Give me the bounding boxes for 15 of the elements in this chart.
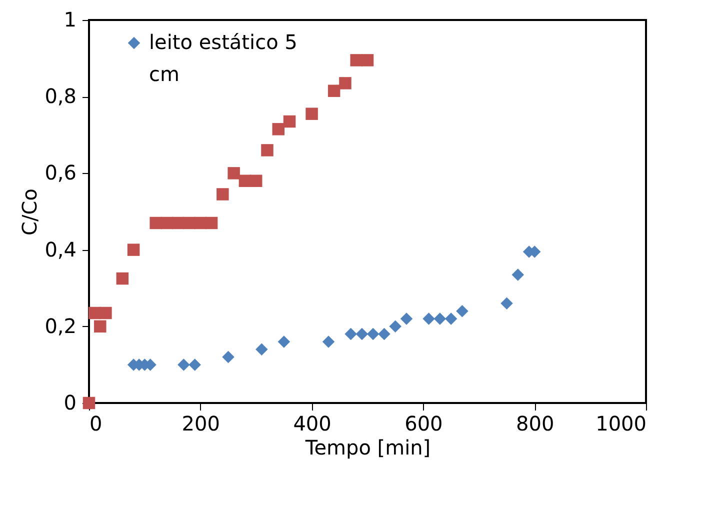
y-tick-label: 0,4	[44, 237, 76, 262]
x-axis-title: Tempo [min]	[304, 436, 431, 460]
x-tick-label: 200	[182, 412, 220, 436]
x-tick-label: 600	[404, 412, 443, 436]
y-tick-label: 0,6	[44, 160, 76, 185]
y-tick-label: 1	[64, 8, 76, 32]
x-tick-label: 400	[293, 412, 332, 436]
x-tick-label: 0	[90, 412, 102, 436]
y-axis-title: C/Co	[18, 188, 42, 236]
legend-label: leito estático 5 cm	[149, 30, 298, 86]
y-tick-label: 0,8	[44, 84, 76, 108]
y-tick-label: 0	[64, 390, 76, 414]
y-tick-label: 0,2	[44, 314, 76, 338]
x-tick-label: 1000	[596, 412, 646, 436]
x-tick-label: 800	[516, 412, 554, 436]
